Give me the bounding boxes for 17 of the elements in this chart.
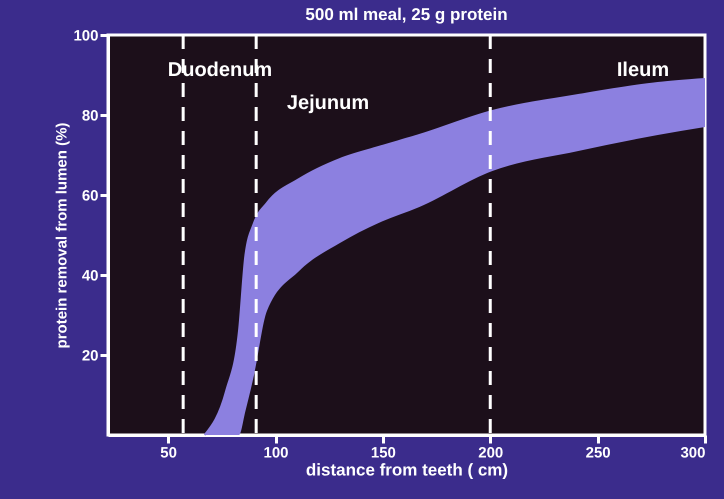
- y-tick-label: 100: [73, 28, 98, 44]
- x-tick-label: 100: [263, 444, 289, 462]
- x-tick-label: 50: [160, 444, 177, 462]
- y-axis-title: protein removal from lumen (%): [53, 122, 70, 348]
- x-tick-label: 150: [370, 444, 396, 462]
- x-tick-label: 250: [586, 444, 611, 462]
- x-tick-label: 300: [680, 444, 706, 462]
- annotation: Duodenum: [168, 59, 272, 81]
- annotation: Ileum: [616, 59, 670, 81]
- x-axis-title: distance from teeth ( cm): [306, 460, 508, 480]
- y-tick-label: 40: [82, 268, 98, 284]
- x-tick-label: 200: [478, 444, 504, 462]
- y-tick-label: 20: [82, 348, 98, 364]
- chart-title: 500 ml meal, 25 g protein: [305, 5, 508, 24]
- y-tick-label: 60: [82, 188, 98, 204]
- y-tick-label: 80: [82, 108, 98, 124]
- annotation: Jejunum: [286, 92, 370, 114]
